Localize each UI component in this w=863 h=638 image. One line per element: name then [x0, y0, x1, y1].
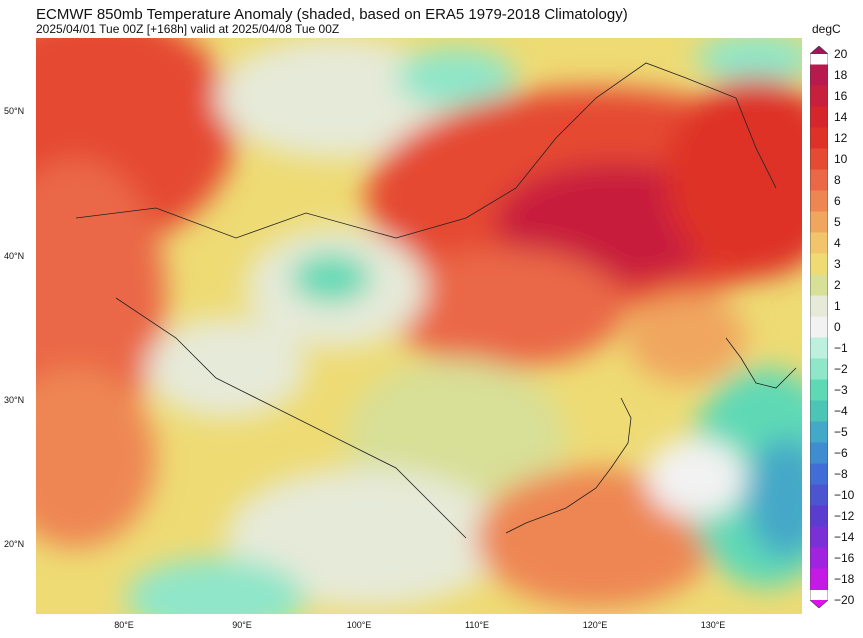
colorbar-segment: [810, 169, 828, 191]
colorbar-tick-label: −1: [834, 341, 848, 355]
colorbar-tick-label: 16: [834, 89, 848, 103]
china-coastline: [505, 397, 632, 534]
korea-japan-coast: [725, 337, 797, 389]
colorbar-tick-label: −3: [834, 383, 848, 397]
colorbar-segment: [810, 274, 828, 296]
anomaly-map: [36, 38, 802, 614]
colorbar-tick-label: 0: [834, 320, 841, 334]
colorbar-segment: [810, 64, 828, 86]
chart-subtitle: 2025/04/01 Tue 00Z [+168h] valid at 2025…: [36, 22, 340, 36]
colorbar-tick-label: −2: [834, 362, 848, 376]
colorbar-segment: [810, 379, 828, 401]
colorbar-segment: [810, 253, 828, 275]
borders: [75, 62, 797, 539]
lon-label-120e: 120°E: [582, 620, 608, 630]
colorbar-svg: [809, 45, 829, 609]
lat-label-50n: 50°N: [4, 106, 25, 116]
colorbar-segment: [810, 421, 828, 443]
colorbar-tick-label: −20: [834, 593, 855, 607]
colorbar-segment: [810, 127, 828, 149]
colorbar: [809, 45, 829, 609]
colorbar-tick-label: 14: [834, 110, 848, 124]
lat-label-20n: 20°N: [4, 539, 25, 549]
lon-label-90e: 90°E: [232, 620, 252, 630]
southwest-border: [115, 297, 467, 539]
map-svg: [36, 38, 802, 614]
colorbar-segment: [810, 211, 828, 233]
colorbar-tick-label: 20: [834, 47, 848, 61]
lat-label-40n: 40°N: [4, 251, 25, 261]
colorbar-tick-label: 12: [834, 131, 848, 145]
colorbar-unit: degC: [812, 22, 841, 36]
colorbar-tick-label: 4: [834, 236, 841, 250]
lon-label-130e: 130°E: [700, 620, 726, 630]
lon-label-100e: 100°E: [346, 620, 372, 630]
colorbar-segment: [810, 568, 828, 590]
anomaly-field: [36, 38, 802, 614]
colorbar-tick-label: 10: [834, 152, 848, 166]
lon-label-80e: 80°E: [114, 620, 134, 630]
colorbar-tick-label: −6: [834, 446, 848, 460]
colorbar-tick-label: −4: [834, 404, 848, 418]
colorbar-segment: [810, 505, 828, 527]
colorbar-segment: [810, 190, 828, 212]
colorbar-segment: [810, 85, 828, 107]
lon-label-110e: 110°E: [465, 620, 489, 630]
lat-label-30n: 30°N: [4, 395, 25, 405]
colorbar-segment: [810, 316, 828, 338]
colorbar-tick-label: −16: [834, 551, 855, 565]
colorbar-tick-label: −5: [834, 425, 848, 439]
colorbar-tick-label: 2: [834, 278, 841, 292]
colorbar-segment: [810, 232, 828, 254]
colorbar-segment: [810, 442, 828, 464]
colorbar-tick-label: 6: [834, 194, 841, 208]
colorbar-segment: [810, 106, 828, 128]
colorbar-segment: [810, 526, 828, 548]
colorbar-bottom-arrow: [810, 600, 828, 608]
colorbar-segment: [810, 148, 828, 170]
colorbar-tick-label: 8: [834, 173, 841, 187]
colorbar-tick-label: 1: [834, 299, 841, 313]
colorbar-tick-label: −12: [834, 509, 855, 523]
colorbar-top-arrow: [810, 46, 828, 54]
colorbar-tick-label: 3: [834, 257, 841, 271]
colorbar-segment: [810, 484, 828, 506]
colorbar-segment: [810, 337, 828, 359]
colorbar-segment: [810, 547, 828, 569]
colorbar-tick-label: −14: [834, 530, 855, 544]
colorbar-segment: [810, 463, 828, 485]
colorbar-tick-label: −8: [834, 467, 848, 481]
chart-title: ECMWF 850mb Temperature Anomaly (shaded,…: [36, 6, 628, 23]
colorbar-tick-label: 18: [834, 68, 848, 82]
colorbar-tick-label: 5: [834, 215, 841, 229]
colorbar-tick-label: −10: [834, 488, 855, 502]
colorbar-segment: [810, 295, 828, 317]
colorbar-tick-label: −18: [834, 572, 855, 586]
colorbar-segment: [810, 358, 828, 380]
northern-border: [75, 62, 777, 239]
colorbar-segment: [810, 400, 828, 422]
